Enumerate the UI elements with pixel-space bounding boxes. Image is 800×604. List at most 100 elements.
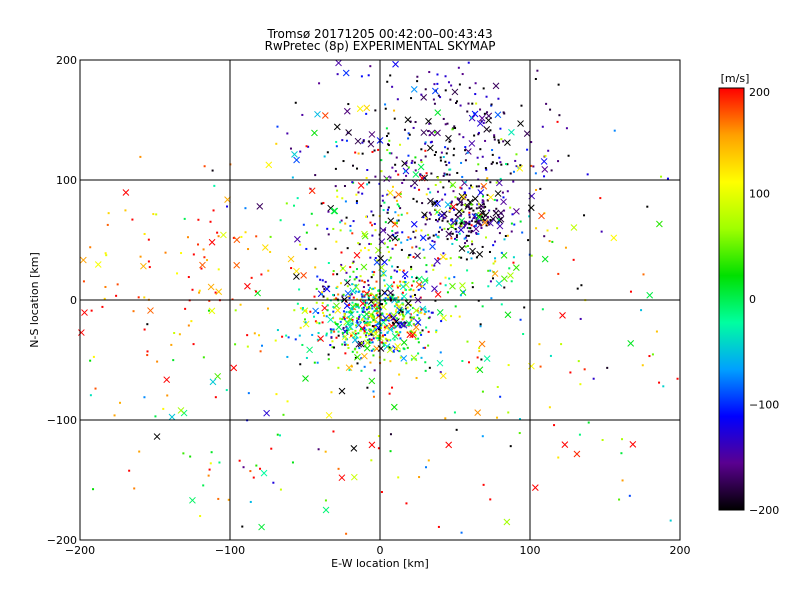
data-point-dot (344, 329, 347, 332)
data-point-dot (94, 387, 97, 390)
data-point-dot (433, 240, 436, 243)
data-point-dot (386, 331, 389, 334)
data-point-dot (370, 304, 373, 307)
data-point-dot (367, 323, 370, 326)
data-point-dot (198, 289, 201, 292)
data-point-dot (380, 491, 383, 494)
data-point-cross (189, 496, 196, 504)
data-point-cross (468, 140, 476, 147)
data-point-dot (386, 246, 389, 249)
data-point-cross (570, 224, 578, 231)
data-point-cross (481, 219, 489, 226)
data-point-dot (410, 304, 413, 307)
data-point-dot (343, 316, 346, 319)
data-point-cross (541, 255, 549, 263)
data-point-dot (332, 317, 335, 320)
data-point-dot (357, 306, 360, 309)
data-point-dot (453, 411, 456, 414)
data-point-dot (202, 356, 205, 359)
data-point-dot (361, 279, 364, 282)
data-point-dot (538, 343, 541, 346)
data-point-dot (252, 476, 255, 479)
data-point-dot (449, 232, 452, 235)
data-point-dot (456, 203, 459, 206)
data-point-dot (191, 288, 194, 291)
data-point-dot (362, 294, 365, 297)
data-point-dot (422, 248, 425, 251)
data-point-dot (384, 337, 387, 340)
data-point-dot (337, 366, 340, 369)
data-point-dot (480, 358, 483, 361)
data-point-dot (250, 276, 253, 279)
data-point-dot (407, 324, 410, 327)
data-point-dot (499, 395, 502, 398)
data-point-dot (369, 315, 372, 318)
data-point-dot (362, 306, 365, 309)
data-point-dot (441, 198, 444, 201)
data-point-dot (182, 452, 185, 455)
data-point-dot (386, 149, 389, 152)
data-point-dot (318, 82, 321, 85)
data-point-dot (486, 177, 489, 180)
data-point-dot (445, 164, 448, 167)
data-point-dot (331, 346, 334, 349)
plot-frame (79, 59, 681, 541)
data-point-dot (327, 262, 330, 265)
data-point-cross (503, 518, 511, 526)
data-point-dot (186, 236, 189, 239)
data-point-dot (404, 321, 407, 324)
data-point-dot (301, 343, 304, 346)
data-point-dot (375, 294, 378, 297)
data-point-dot (497, 218, 500, 221)
data-point-dot (294, 101, 297, 104)
data-point-dot (347, 315, 350, 318)
data-point-dot (349, 266, 352, 269)
data-point-dot (463, 237, 466, 240)
data-point-dot (415, 229, 418, 232)
data-point-dot (156, 360, 159, 363)
data-point-dot (367, 332, 370, 335)
data-point-dot (345, 279, 348, 282)
data-point-dot (442, 252, 445, 255)
data-point-dot (103, 297, 106, 300)
data-point-cross (377, 254, 385, 262)
data-point-dot (352, 296, 355, 299)
data-point-dot (439, 181, 442, 184)
data-point-dot (461, 73, 464, 76)
data-point-dot (473, 112, 476, 115)
data-point-dot (411, 276, 414, 279)
data-point-dot (401, 291, 404, 294)
data-point-dot (547, 149, 550, 152)
data-point-dot (399, 309, 402, 312)
data-point-dot (455, 428, 458, 431)
data-point-dot (355, 332, 358, 335)
data-point-dot (500, 138, 503, 141)
data-point-dot (490, 103, 493, 106)
data-point-dot (302, 223, 305, 226)
data-point-dot (392, 350, 395, 353)
data-point-dot (401, 181, 404, 184)
data-point-dot (477, 133, 480, 136)
data-point-dot (459, 186, 462, 189)
data-point-cross (439, 253, 447, 261)
data-point-dot (452, 154, 455, 157)
data-point-dot (448, 161, 451, 164)
data-point-cross (629, 440, 637, 448)
data-point-dot (363, 332, 366, 335)
data-point-dot (577, 360, 580, 363)
data-point-dot (154, 415, 157, 418)
data-point-dot (365, 308, 368, 311)
data-point-dot (335, 145, 338, 148)
data-point-dot (423, 256, 426, 259)
data-point-dot (377, 447, 380, 450)
data-point-dot (301, 308, 304, 311)
data-point-dot (316, 361, 319, 364)
data-point-dot (330, 331, 333, 334)
data-point-dot (246, 345, 249, 348)
data-point-cross (497, 209, 505, 217)
data-point-dot (468, 220, 471, 223)
data-point-dot (394, 325, 397, 328)
data-point-dot (449, 98, 452, 101)
data-point-dot (484, 205, 487, 208)
data-point-dot (363, 320, 366, 323)
